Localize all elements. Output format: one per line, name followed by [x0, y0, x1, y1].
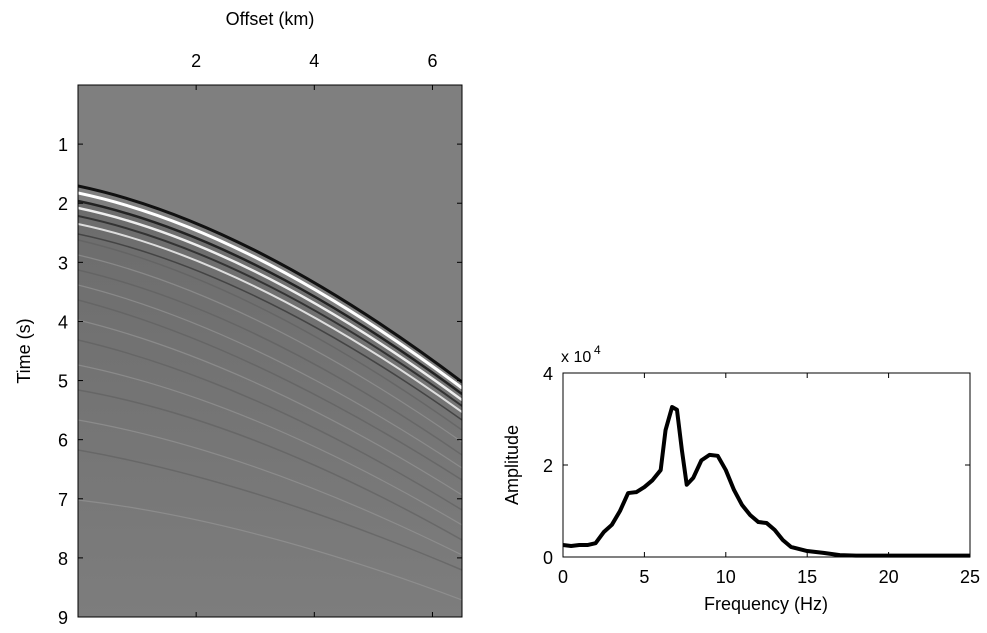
- y-tick-label: 7: [58, 490, 68, 510]
- x-tick-label: 25: [960, 567, 980, 587]
- x-tick-label: 10: [716, 567, 736, 587]
- plot-frame: [77, 84, 463, 618]
- x-tick-label: 2: [191, 51, 201, 71]
- y-tick-label: 4: [58, 312, 68, 332]
- x-tick-label: 4: [309, 51, 319, 71]
- axis-multiplier-exponent: 4: [594, 343, 601, 357]
- x-tick-label: 15: [797, 567, 817, 587]
- y-tick-label: 6: [58, 431, 68, 451]
- y-tick-label: 0: [543, 548, 553, 568]
- x-axis-label: Offset (km): [226, 9, 315, 29]
- y-tick-label: 2: [58, 194, 68, 214]
- x-tick-label: 6: [427, 51, 437, 71]
- x-tick-label: 5: [639, 567, 649, 587]
- axis-multiplier: x 10: [561, 349, 591, 366]
- y-tick-label: 5: [58, 372, 68, 392]
- x-tick-label: 0: [558, 567, 568, 587]
- spectrum-line: [562, 405, 970, 558]
- y-tick-label: 8: [58, 549, 68, 569]
- y-axis-label: Amplitude: [502, 425, 522, 505]
- x-axis-label: Frequency (Hz): [704, 594, 828, 614]
- y-tick-label: 3: [58, 253, 68, 273]
- seismic-image: [78, 85, 462, 617]
- y-tick-label: 2: [543, 456, 553, 476]
- y-tick-label: 9: [58, 608, 68, 628]
- plot-frame: [562, 372, 971, 558]
- y-tick-label: 1: [58, 135, 68, 155]
- x-tick-label: 20: [879, 567, 899, 587]
- y-tick-label: 4: [543, 364, 553, 384]
- y-axis-label: Time (s): [14, 318, 34, 383]
